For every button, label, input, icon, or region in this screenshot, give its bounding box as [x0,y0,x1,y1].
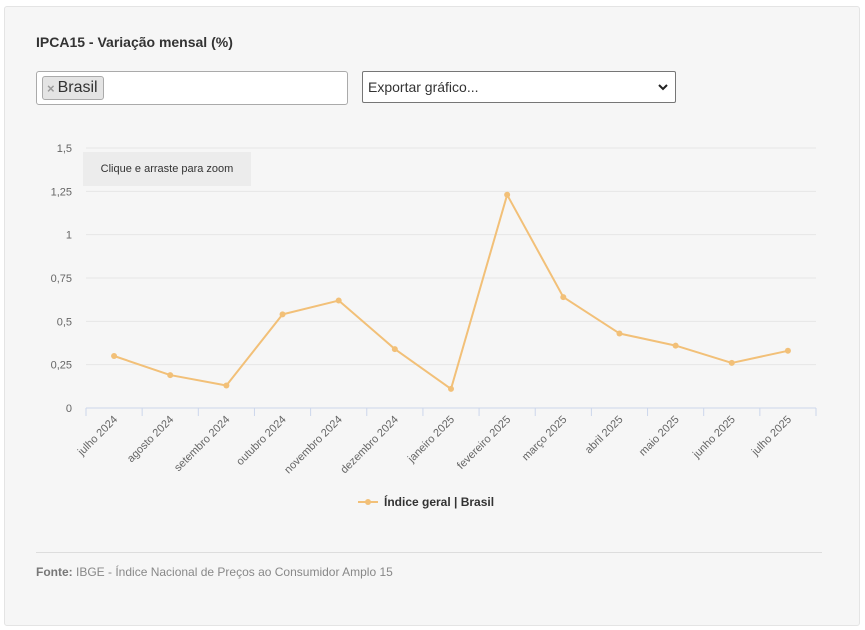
data-point [391,346,398,353]
x-tick-label: março 2025 [520,414,570,464]
data-point [672,342,679,349]
source-note: Fonte: IBGE - Índice Nacional de Preços … [36,565,393,579]
source-label: Fonte: [36,565,73,579]
x-tick-label: fevereiro 2025 [455,414,513,472]
y-tick-label: 1,5 [57,143,72,155]
x-tick-label: outubro 2024 [234,414,288,468]
x-tick-label: novembro 2024 [282,414,345,477]
y-tick-label: 1 [66,230,72,242]
data-point [784,347,791,354]
source-text: IBGE - Índice Nacional de Preços ao Cons… [76,565,393,579]
data-point [223,382,230,389]
data-point [560,294,567,301]
data-point [167,372,174,379]
legend-item[interactable]: Índice geral | Brasil [358,495,494,509]
x-tick-label: abril 2025 [583,414,626,457]
region-tag: × Brasil [42,76,104,100]
chart-panel [4,6,860,626]
y-tick-label: 0,5 [57,316,72,328]
zoom-hint-tooltip: Clique e arraste para zoom [83,152,251,186]
data-point [616,330,623,337]
x-tick-label: maio 2025 [637,414,682,459]
legend-label: Índice geral | Brasil [384,495,495,509]
data-point [504,191,511,198]
y-tick-label: 0,25 [51,360,72,372]
data-point [728,359,735,366]
series-line [113,193,789,390]
remove-tag-icon[interactable]: × [47,80,55,96]
data-point [279,311,286,318]
y-tick-label: 0 [66,403,72,415]
y-tick-label: 0,75 [51,273,72,285]
x-tick-label: julho 2024 [75,414,120,459]
x-tick-label: julho 2025 [749,414,794,459]
data-point [111,353,118,359]
x-tick-label: dezembro 2024 [338,414,401,477]
x-tick-label: agosto 2024 [125,414,176,465]
export-chart-select[interactable]: Exportar gráfico... [362,71,676,103]
x-tick-label: setembro 2024 [172,414,232,474]
region-tag-label: Brasil [57,79,98,96]
chart-title: IPCA15 - Variação mensal (%) [36,34,233,50]
data-point [448,385,454,392]
x-tick-label: junho 2025 [690,414,738,462]
data-point [335,297,342,304]
export-select-label: Exportar gráfico... [368,79,479,95]
y-tick-label: 1,25 [51,186,72,198]
footer-divider [36,552,822,553]
region-filter-input[interactable]: × Brasil [36,71,348,105]
chevron-down-icon [658,84,668,91]
legend-line-icon [358,499,378,505]
x-tick-label: janeiro 2025 [405,414,457,466]
